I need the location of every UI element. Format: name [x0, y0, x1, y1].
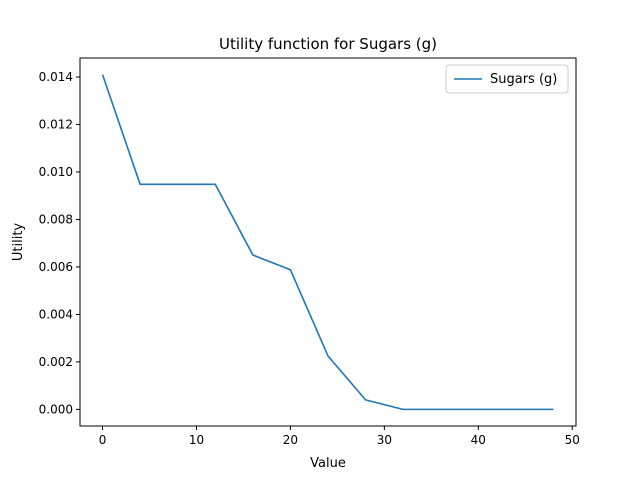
series-line — [101, 74, 554, 411]
x-tick-label: 0 — [99, 433, 107, 447]
y-tick-label: 0.012 — [39, 117, 73, 131]
y-tick-label: 0.008 — [39, 212, 73, 226]
y-tick-label: 0.000 — [39, 402, 73, 416]
y-tick-label: 0.014 — [39, 70, 73, 84]
x-tick-label: 10 — [189, 433, 204, 447]
x-axis-title: Value — [310, 456, 346, 471]
chart-title: Utility function for Sugars (g) — [219, 35, 437, 53]
x-tick-label: 40 — [471, 433, 486, 447]
legend-box — [445, 64, 569, 94]
y-tick-label: 0.004 — [39, 307, 73, 321]
y-axis: 0.000 0.002 0.004 0.006 0.008 0.010 0.012 0.014 — [39, 70, 80, 416]
x-axis: 0 10 20 30 40 50 — [99, 426, 580, 447]
legend: Sugars (g) — [445, 64, 569, 94]
y-tick-label: 0.002 — [39, 355, 73, 369]
x-tick-label: 50 — [565, 433, 580, 447]
x-tick-label: 30 — [377, 433, 392, 447]
plot-area — [101, 74, 554, 411]
plot-frame — [79, 57, 577, 427]
x-tick-label: 20 — [283, 433, 298, 447]
y-tick-label: 0.006 — [39, 260, 73, 274]
legend-label: Sugars (g) — [490, 72, 557, 87]
y-axis-title: Utility — [11, 223, 26, 262]
y-tick-label: 0.010 — [39, 165, 73, 179]
